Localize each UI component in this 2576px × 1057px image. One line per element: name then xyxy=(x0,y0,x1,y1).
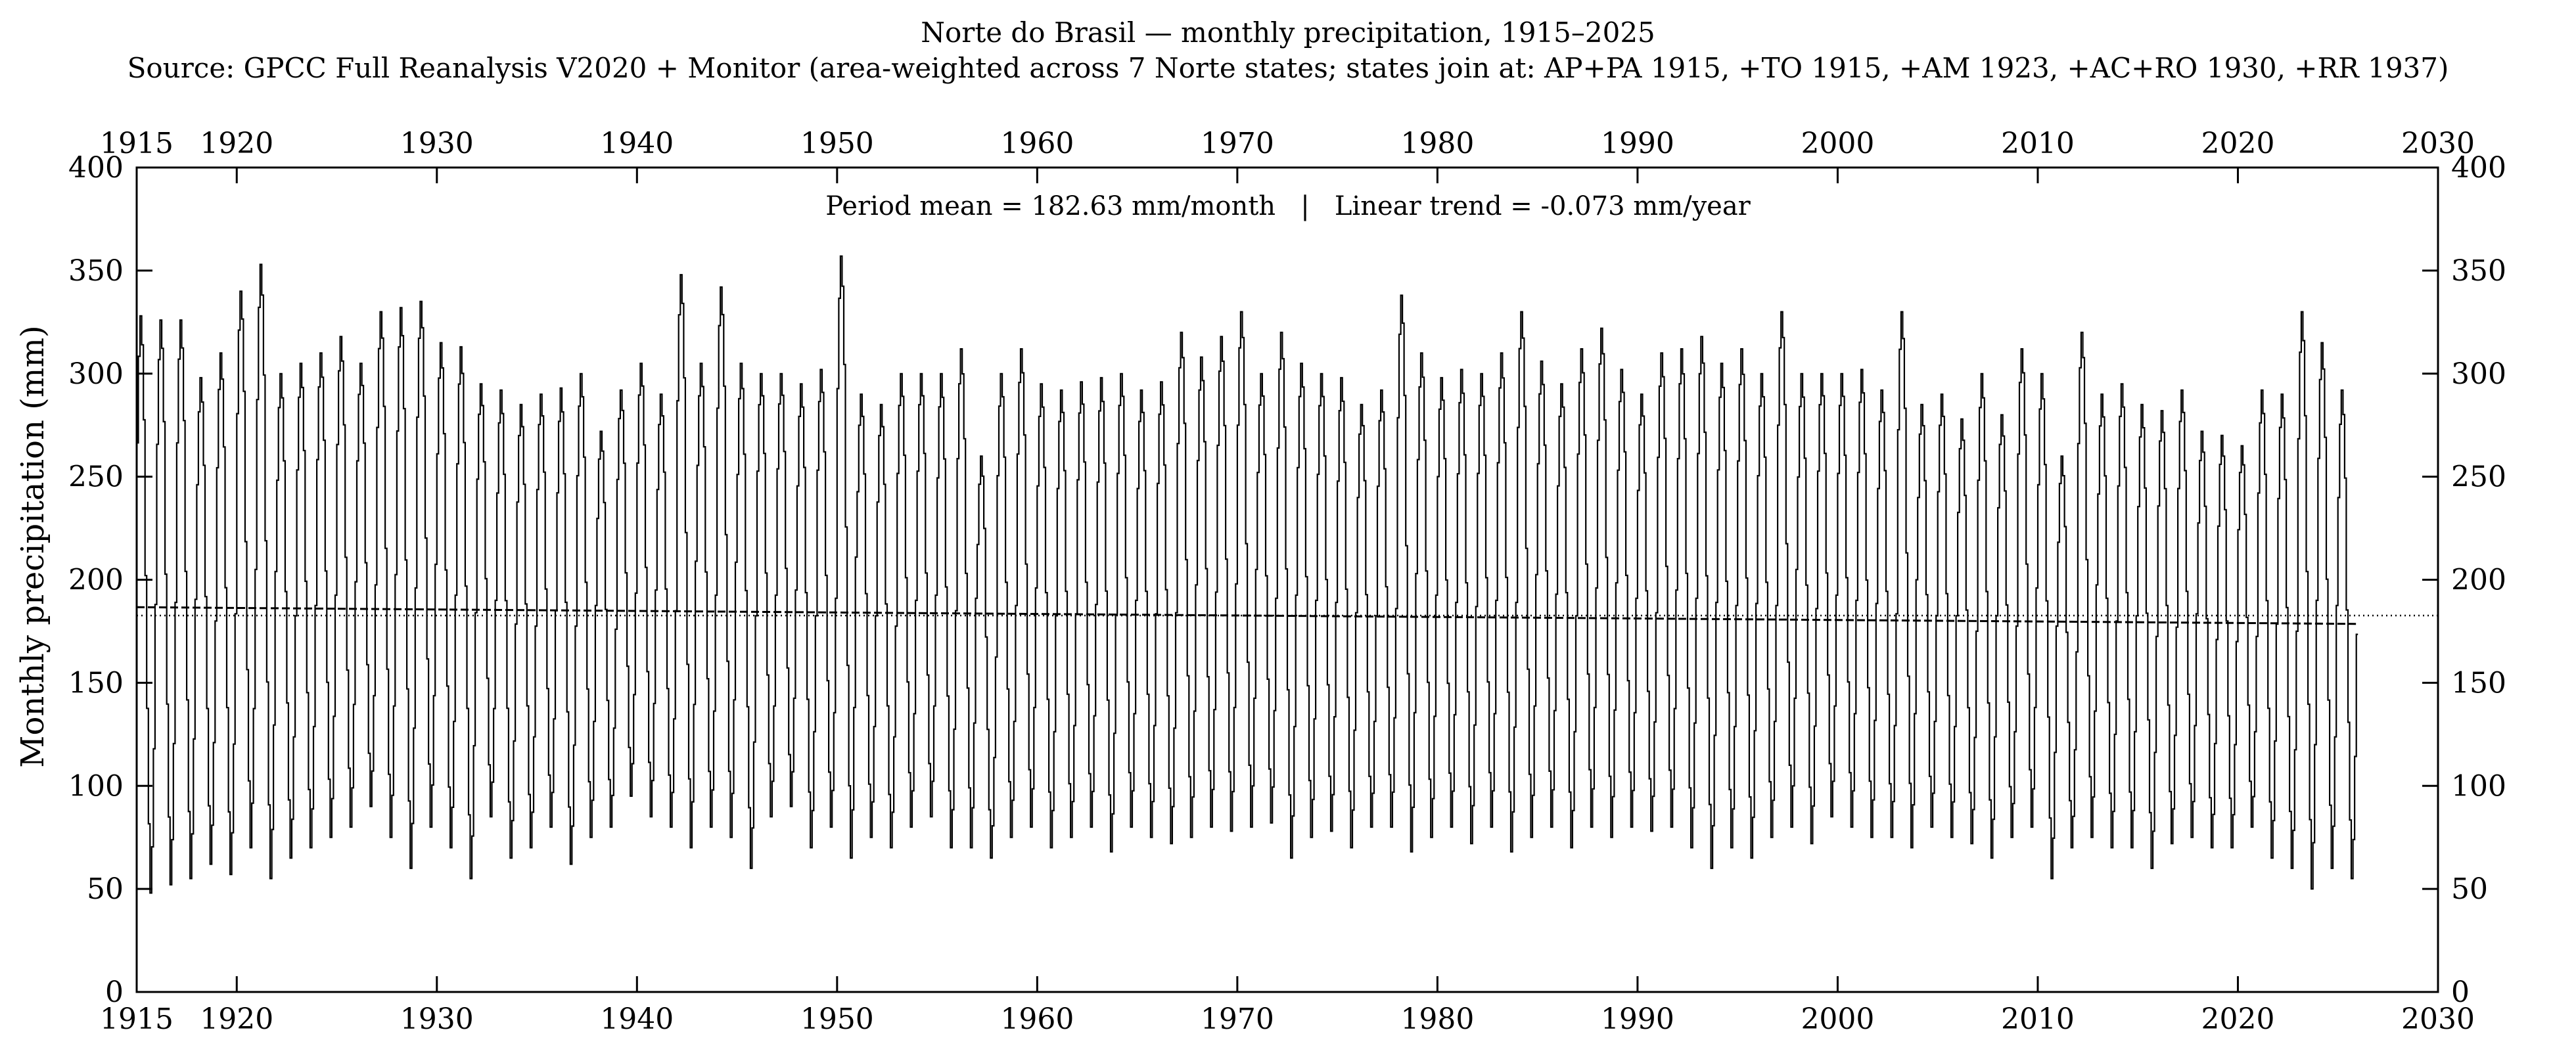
x-tick-label-bottom: 2010 xyxy=(2001,1002,2075,1036)
x-tick-label-top: 1930 xyxy=(400,127,474,160)
x-tick-label-bottom: 1915 xyxy=(100,1002,173,1036)
y-tick-label-left: 200 xyxy=(68,564,124,597)
chart-subtitle: Source: GPCC Full Reanalysis V2020 + Mon… xyxy=(127,52,2449,84)
x-tick-label-top: 2000 xyxy=(1801,127,1874,160)
x-tick-label-bottom: 1940 xyxy=(600,1002,674,1036)
x-tick-label-bottom: 2020 xyxy=(2201,1002,2274,1036)
precipitation-series-line xyxy=(137,255,2358,894)
x-tick-label-top: 1960 xyxy=(1000,127,1074,160)
trend-line xyxy=(136,606,2357,625)
y-tick-label-left: 100 xyxy=(68,769,124,803)
chart-title: Norte do Brasil — monthly precipitation,… xyxy=(921,16,1655,49)
y-tick-label-right: 350 xyxy=(2451,254,2506,288)
y-tick-label-right: 250 xyxy=(2451,461,2506,494)
x-tick-label-top: 1990 xyxy=(1601,127,1674,160)
x-tick-label-bottom: 2000 xyxy=(1801,1002,1874,1036)
x-tick-label-bottom: 1990 xyxy=(1601,1002,1674,1036)
x-tick-label-top: 1950 xyxy=(800,127,874,160)
x-tick-label-bottom: 1930 xyxy=(400,1002,474,1036)
y-tick-label-right: 150 xyxy=(2451,666,2506,700)
y-tick-label-left: 0 xyxy=(105,976,124,1009)
x-tick-label-top: 1940 xyxy=(600,127,674,160)
x-tick-label-bottom: 1980 xyxy=(1400,1002,1474,1036)
x-tick-label-bottom: 1970 xyxy=(1201,1002,1274,1036)
x-tick-label-top: 1970 xyxy=(1201,127,1274,160)
x-tick-label-top: 1920 xyxy=(200,127,273,160)
y-tick-label-right: 100 xyxy=(2451,769,2506,803)
y-tick-label-right: 400 xyxy=(2451,151,2506,185)
x-tick-label-bottom: 2030 xyxy=(2401,1002,2475,1036)
y-tick-label-right: 50 xyxy=(2451,872,2488,906)
y-axis-label: Monthly precipitation (mm) xyxy=(14,325,51,767)
y-tick-label-left: 250 xyxy=(68,461,124,494)
y-tick-label-left: 400 xyxy=(68,151,124,185)
x-tick-label-bottom: 1960 xyxy=(1000,1002,1074,1036)
x-tick-label-top: 1915 xyxy=(100,127,173,160)
x-tick-label-top: 2030 xyxy=(2401,127,2475,160)
y-tick-label-left: 300 xyxy=(68,357,124,391)
y-tick-label-left: 350 xyxy=(68,254,124,288)
y-tick-label-left: 50 xyxy=(87,872,124,906)
y-tick-label-right: 0 xyxy=(2451,976,2470,1009)
x-tick-label-top: 2010 xyxy=(2001,127,2075,160)
x-tick-label-bottom: 1920 xyxy=(200,1002,273,1036)
plot-area: 1915 1915 1920 1920 1930 1930 1940 1940 1950 1950… xyxy=(68,127,2506,1036)
x-tick-label-top: 1980 xyxy=(1400,127,1474,160)
stats-annotation: Period mean = 182.63 mm/month | Linear t… xyxy=(825,191,1751,221)
x-tick-label-top: 2020 xyxy=(2201,127,2274,160)
y-tick-label-left: 150 xyxy=(68,666,124,700)
x-tick-label-bottom: 1950 xyxy=(800,1002,874,1036)
y-tick-label-right: 300 xyxy=(2451,357,2506,391)
y-tick-label-right: 200 xyxy=(2451,564,2506,597)
